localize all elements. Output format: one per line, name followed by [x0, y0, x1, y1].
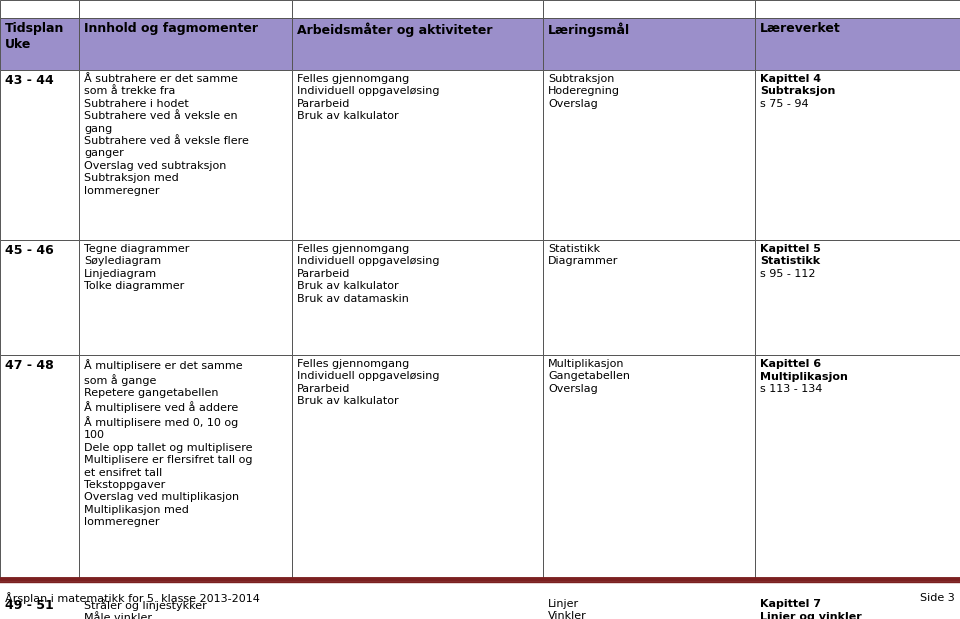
Bar	[0, 70, 79, 240]
Text: Linjer
Vinkler
Bruke dataprogrammer til å tegne
med: Linjer Vinkler Bruke dataprogrammer til …	[548, 599, 739, 619]
Bar	[292, 595, 543, 619]
Text: Multiplikasjon
Gangetabellen
Overslag: Multiplikasjon Gangetabellen Overslag	[548, 359, 630, 394]
Text: Felles gjennomgang
Individuell oppgaveløsing
Pararbeid
Bruk av kalkulator
Bruk a: Felles gjennomgang Individuell oppgavelø…	[297, 244, 440, 303]
Text: 47 - 48: 47 - 48	[5, 359, 54, 372]
Text: Side 3: Side 3	[921, 593, 955, 603]
Bar	[0, 240, 79, 355]
Bar	[79, 70, 292, 240]
Bar	[79, 595, 292, 619]
Text: Subtraksjon: Subtraksjon	[760, 87, 835, 97]
Text: Kapittel 4: Kapittel 4	[760, 74, 821, 84]
Bar	[543, 595, 755, 619]
Bar	[755, 70, 960, 240]
Bar	[543, 70, 755, 240]
Bar	[755, 355, 960, 595]
Bar	[543, 240, 755, 355]
Text: s 113 - 134: s 113 - 134	[760, 384, 823, 394]
Text: Felles gjennomgang
Individuell oppgaveløsing
Pararbeid
Bruk av kalkulator: Felles gjennomgang Individuell oppgavelø…	[297, 359, 440, 406]
Text: Felles gjennomgang
Individuell oppgaveløsing
Pararbeid
Bruk av kalkulator: Felles gjennomgang Individuell oppgavelø…	[297, 74, 440, 121]
Text: 45 - 46: 45 - 46	[5, 244, 54, 257]
Text: Læringsmål: Læringsmål	[548, 22, 630, 37]
Bar	[755, 595, 960, 619]
Bar	[0, 18, 79, 70]
Bar	[79, 0, 292, 18]
Text: Kapittel 6: Kapittel 6	[760, 359, 821, 369]
Bar	[292, 240, 543, 355]
Bar	[79, 240, 292, 355]
Text: s 75 - 94: s 75 - 94	[760, 99, 808, 109]
Text: Multiplikasjon: Multiplikasjon	[760, 371, 848, 381]
Bar	[755, 0, 960, 18]
Text: Linjer og vinkler: Linjer og vinkler	[760, 612, 862, 619]
Text: Tegne diagrammer
Søylediagram
Linjediagram
Tolke diagrammer: Tegne diagrammer Søylediagram Linjediagr…	[84, 244, 189, 291]
Text: s 95 - 112: s 95 - 112	[760, 269, 815, 279]
Bar	[543, 18, 755, 70]
Bar	[543, 355, 755, 595]
Text: Stråler og linjestykker
Måle vinkler
Vinkler med egne navn
Tegne i Paint: Stråler og linjestykker Måle vinkler Vin…	[84, 599, 214, 619]
Bar	[543, 0, 755, 18]
Text: Statistikk
Diagrammer: Statistikk Diagrammer	[548, 244, 618, 266]
Text: 43 - 44: 43 - 44	[5, 74, 54, 87]
Bar	[755, 240, 960, 355]
Bar	[755, 18, 960, 70]
Text: Å subtrahere er det samme
som å trekke fra
Subtrahere i hodet
Subtrahere ved å v: Å subtrahere er det samme som å trekke f…	[84, 74, 249, 196]
Text: Subtraksjon
Hoderegning
Overslag: Subtraksjon Hoderegning Overslag	[548, 74, 620, 109]
Bar	[292, 0, 543, 18]
Bar	[0, 0, 79, 18]
Bar	[292, 355, 543, 595]
Text: Tidsplan
Uke: Tidsplan Uke	[5, 22, 64, 51]
Text: Læreverket: Læreverket	[760, 22, 841, 35]
Bar	[0, 581, 960, 619]
Text: Å multiplisere er det samme
som å gange
Repetere gangetabellen
Å multiplisere ve: Å multiplisere er det samme som å gange …	[84, 359, 252, 527]
Text: Innhold og fagmomenter: Innhold og fagmomenter	[84, 22, 258, 35]
Text: Kapittel 7: Kapittel 7	[760, 599, 821, 609]
Text: Statistikk: Statistikk	[760, 256, 820, 267]
Text: Kapittel 5: Kapittel 5	[760, 244, 821, 254]
Bar	[79, 18, 292, 70]
Bar	[0, 355, 79, 595]
Bar	[79, 355, 292, 595]
Text: 49 - 51: 49 - 51	[5, 599, 54, 612]
Text: Årsplan i matematikk for 5. klasse 2013-2014: Årsplan i matematikk for 5. klasse 2013-…	[5, 592, 260, 604]
Text: Arbeidsmåter og aktiviteter: Arbeidsmåter og aktiviteter	[297, 22, 492, 37]
Bar	[292, 18, 543, 70]
Bar	[292, 70, 543, 240]
Bar	[0, 595, 79, 619]
